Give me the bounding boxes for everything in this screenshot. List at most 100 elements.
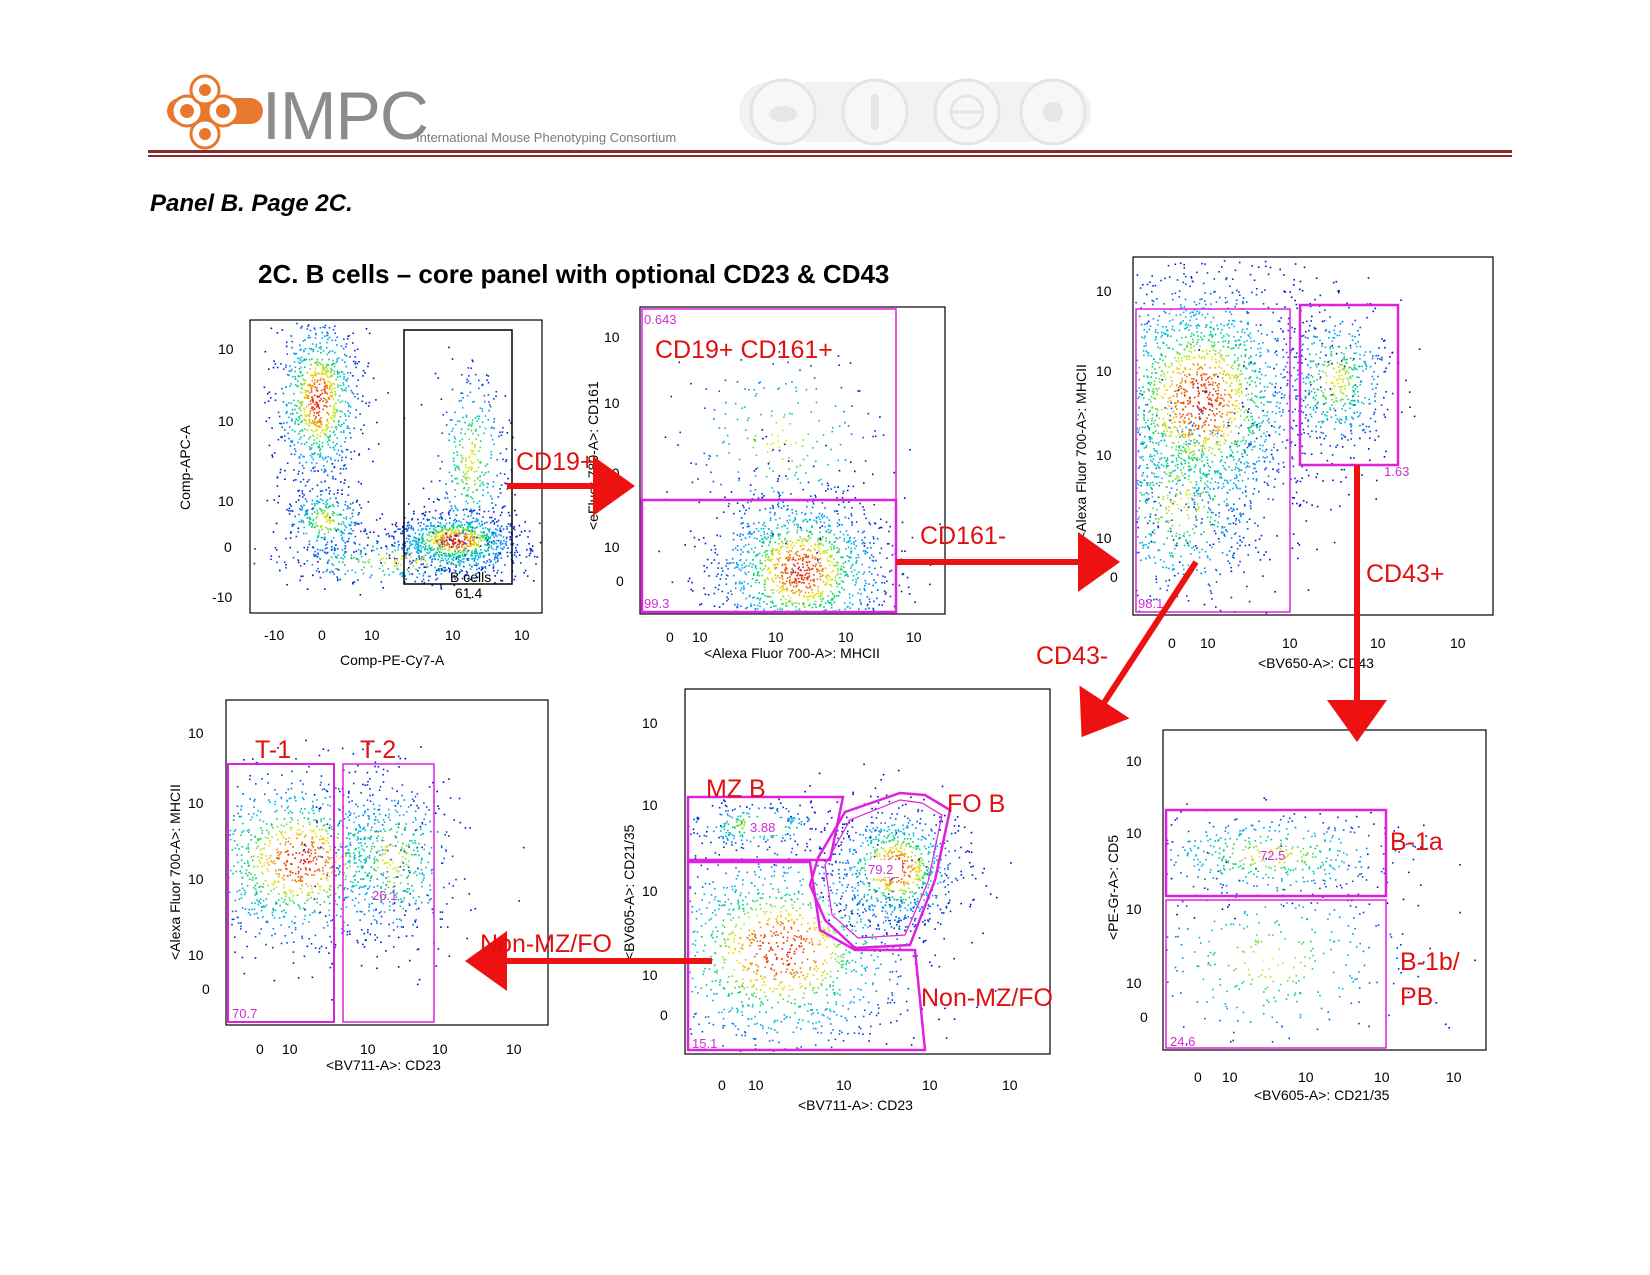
density-dot: [758, 552, 761, 555]
density-dot: [332, 514, 334, 517]
density-dot: [512, 436, 514, 439]
density-dot: [323, 366, 325, 369]
density-dot: [862, 550, 865, 552]
density-dot: [440, 573, 443, 575]
density-dot: [782, 587, 784, 589]
density-dot: [315, 517, 318, 520]
density-dot: [308, 543, 311, 546]
density-dot: [728, 562, 730, 565]
density-dot: [337, 449, 340, 452]
density-dot: [478, 552, 481, 555]
density-dot: [317, 379, 319, 382]
density-dot: [484, 415, 487, 417]
density-dot: [444, 524, 446, 527]
density-dot: [308, 421, 310, 423]
density-dot: [420, 541, 423, 544]
density-dot: [461, 374, 463, 376]
density-dot: [1220, 394, 1223, 396]
density-dot: [786, 543, 789, 545]
density-dot: [745, 597, 747, 600]
density-dot: [843, 410, 845, 413]
density-dot: [704, 593, 707, 595]
density-dot: [321, 499, 324, 502]
density-dot: [828, 555, 831, 558]
density-dot: [348, 523, 350, 526]
density-dot: [319, 327, 322, 329]
density-dot: [343, 378, 345, 380]
density-dot: [817, 559, 819, 561]
density-dot: [313, 382, 316, 384]
density-dot: [835, 510, 838, 512]
density-dot: [857, 556, 860, 559]
density-dot: [280, 435, 283, 438]
density-dot: [456, 544, 459, 546]
density-dot: [308, 359, 311, 361]
density-dot: [1311, 504, 1313, 506]
density-dot: [481, 536, 483, 539]
density-dot: [304, 408, 306, 411]
density-dot: [821, 598, 824, 601]
density-dot: [321, 373, 323, 375]
density-dot: [367, 365, 369, 368]
density-dot: [429, 547, 432, 549]
density-dot: [1219, 397, 1222, 399]
density-dot: [719, 535, 722, 537]
density-dot: [819, 562, 822, 564]
density-dot: [852, 485, 855, 488]
density-dot: [873, 503, 875, 506]
density-dot: [1155, 329, 1157, 331]
density-dot: [1263, 385, 1266, 388]
density-dot: [321, 549, 324, 552]
density-dot: [447, 553, 450, 555]
density-dot: [1194, 545, 1197, 547]
density-dot: [471, 528, 473, 531]
density-dot: [318, 383, 321, 386]
density-dot: [388, 554, 391, 557]
density-dot: [462, 541, 465, 543]
density-dot: [307, 395, 310, 397]
density-dot: [691, 581, 693, 584]
density-dot: [828, 602, 831, 604]
density-dot: [322, 428, 324, 431]
density-dot: [739, 535, 741, 537]
density-dot: [821, 592, 823, 594]
density-dot: [794, 553, 797, 555]
density-dot: [1138, 315, 1141, 318]
density-dot: [868, 598, 871, 600]
density-dot: [325, 504, 327, 506]
density-dot: [492, 520, 494, 522]
density-dot: [802, 602, 805, 604]
density-dot: [285, 386, 287, 388]
density-dot: [1171, 383, 1173, 385]
density-dot: [464, 553, 466, 556]
density-dot: [484, 566, 486, 568]
density-dot: [1195, 525, 1197, 528]
density-dot: [819, 575, 822, 578]
density-dot: [329, 386, 331, 388]
density-dot: [476, 415, 479, 418]
density-dot: [807, 535, 810, 538]
density-dot: [471, 442, 473, 444]
density-dot: [763, 533, 765, 536]
density-dot: [773, 609, 776, 612]
density-dot: [1215, 400, 1217, 402]
density-dot: [450, 555, 452, 557]
density-dot: [291, 420, 293, 422]
density-dot: [828, 575, 830, 578]
density-dot: [363, 566, 365, 569]
density-dot: [1228, 509, 1230, 511]
density-dot: [326, 392, 328, 394]
density-dot: [470, 514, 472, 517]
density-dot: [461, 570, 463, 572]
density-dot: [329, 456, 332, 459]
density-dot: [1172, 539, 1175, 541]
density-dot: [496, 546, 498, 548]
density-dot: [740, 522, 743, 525]
density-dot: [1175, 483, 1178, 485]
density-dot: [530, 548, 533, 551]
density-dot: [1184, 406, 1187, 408]
density-dot: [492, 548, 495, 551]
density-dot: [1144, 435, 1146, 438]
density-dot: [321, 456, 324, 459]
density-dot: [813, 603, 815, 605]
